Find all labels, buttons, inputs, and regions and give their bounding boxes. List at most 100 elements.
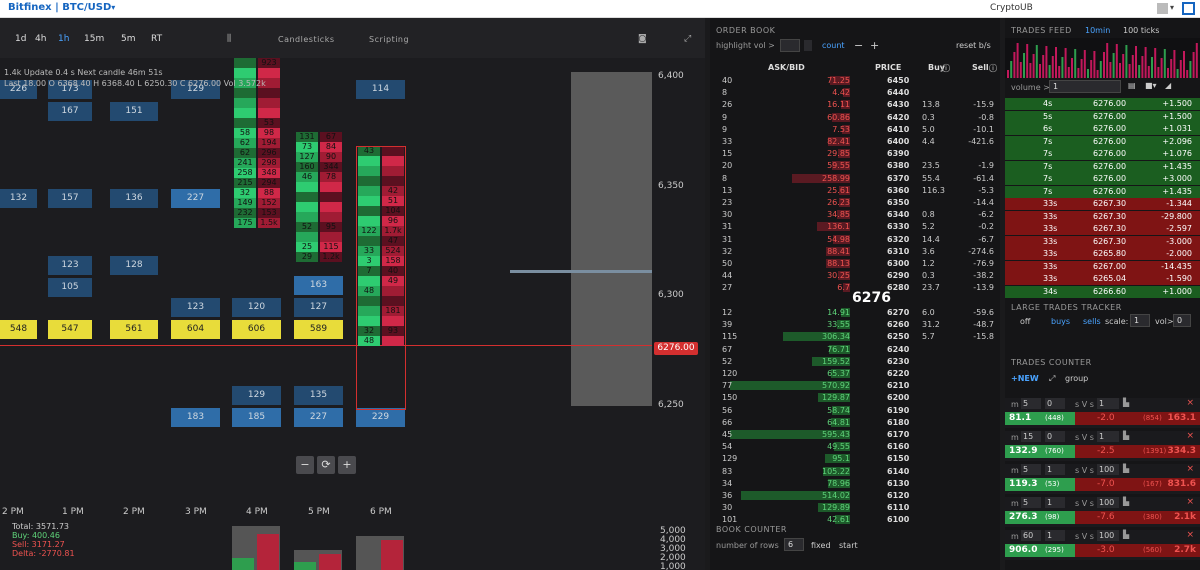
tf-15m[interactable]: 15m	[84, 34, 105, 44]
m-input[interactable]: 15	[1021, 431, 1041, 442]
order-book-row[interactable]: 83 105.22 6140	[710, 466, 1000, 477]
vol-input[interactable]: 0	[1173, 314, 1191, 327]
calculator-icon[interactable]: ▤	[1128, 81, 1136, 90]
new-counter-button[interactable]: +NEW	[1011, 374, 1039, 383]
trade-row[interactable]: 33s 6267.00 -14.435	[1005, 260, 1200, 273]
scale-input[interactable]: 1	[1130, 314, 1150, 327]
reset-zoom-button[interactable]: ⟳	[317, 456, 335, 474]
order-book-row[interactable]: 8 4.42 6440	[710, 87, 1000, 98]
off-toggle[interactable]: off	[1020, 317, 1031, 326]
order-book-row[interactable]: 32 88.41 6310 3.6 -274.6	[710, 246, 1000, 257]
expand-icon[interactable]: ⤢	[1049, 374, 1056, 383]
order-book-row[interactable]: 115 306.34 6250 5.7 -15.8	[710, 331, 1000, 342]
tf-1d[interactable]: 1d	[15, 34, 27, 44]
order-book-row[interactable]: 67 76.71 6240	[710, 344, 1000, 355]
close-icon[interactable]: ×	[1186, 398, 1194, 408]
trade-row[interactable]: 33s 6267.30 -3.000	[1005, 235, 1200, 248]
trade-row[interactable]: 33s 6265.04 -1.590	[1005, 273, 1200, 285]
sells-toggle[interactable]: sells	[1083, 317, 1101, 326]
tab-10min[interactable]: 10min	[1085, 26, 1111, 35]
close-icon[interactable]: ×	[1186, 431, 1194, 441]
order-book-row[interactable]: 150 129.87 6200	[710, 392, 1000, 403]
candlesticks-button[interactable]: Candlesticks	[278, 35, 335, 44]
order-book-row[interactable]: 23 26.23 6350 -14.4	[710, 197, 1000, 208]
m-input[interactable]: 5	[1021, 497, 1041, 508]
chart-plot[interactable]: 226 173 129 114 167 151 132 157 136 227 …	[0, 58, 652, 504]
order-book-row[interactable]: 34 78.96 6130	[710, 478, 1000, 489]
order-book-row[interactable]: 12 14.91 6270 6.0 -59.6	[710, 307, 1000, 318]
chart-icon[interactable]: ▙	[1123, 431, 1130, 440]
s-input[interactable]: 100	[1097, 464, 1119, 475]
trade-row[interactable]: 7s 6276.00 +1.435	[1005, 185, 1200, 198]
color-picker[interactable]: ■▾	[1145, 81, 1157, 90]
m-input[interactable]: 60	[1021, 530, 1041, 541]
s-input[interactable]: 1	[1097, 398, 1119, 409]
minus-button[interactable]: −	[854, 39, 864, 52]
s-input[interactable]: 100	[1097, 530, 1119, 541]
order-book-row[interactable]: 36 514.02 6120	[710, 490, 1000, 501]
close-icon[interactable]: ×	[1186, 464, 1194, 474]
reset-bs-button[interactable]: reset b/s	[956, 41, 991, 50]
trades-counter-card[interactable]: m 15 0 s V s 1 ▙ × 132.9 (760) -2.5 (1391) 334.3	[1005, 431, 1200, 461]
tab-100-ticks[interactable]: 100 ticks	[1123, 26, 1160, 35]
tf-5m[interactable]: 5m	[121, 34, 136, 44]
expand-icon[interactable]: ⤢	[684, 34, 692, 44]
order-book-row[interactable]: 30 34.85 6340 0.8 -6.2	[710, 209, 1000, 220]
tf-rt[interactable]: RT	[151, 34, 163, 44]
order-book-row[interactable]: 77 570.92 6210	[710, 380, 1000, 391]
order-book-row[interactable]: 26 16.11 6430 13.8 -15.9	[710, 99, 1000, 110]
scripting-button[interactable]: Scripting	[369, 35, 410, 44]
buys-toggle[interactable]: buys	[1051, 317, 1071, 326]
candle-type-icon[interactable]: ⫼	[227, 34, 232, 44]
s-input[interactable]: 1	[1097, 431, 1119, 442]
camera-icon[interactable]: ◙	[638, 34, 647, 44]
order-book-row[interactable]: 39 33.55 6260 31.2 -48.7	[710, 319, 1000, 330]
trade-row[interactable]: 5s 6276.00 +1.500	[1005, 110, 1200, 123]
order-book-row[interactable]: 40 71.25 6450	[710, 75, 1000, 86]
chart-icon[interactable]: ▙	[1123, 464, 1130, 473]
trade-row[interactable]: 34s 6266.60 +1.000	[1005, 285, 1200, 298]
order-book-row[interactable]: 20 59.55 6380 23.5 -1.9	[710, 160, 1000, 171]
order-book-row[interactable]: 27 6.7 6280 23.7 -13.9	[710, 282, 1000, 293]
order-book-row[interactable]: 33 82.41 6400 4.4 -421.6	[710, 136, 1000, 147]
order-book-row[interactable]: 120 65.37 6220	[710, 368, 1000, 379]
chart-icon[interactable]: ▙	[1123, 398, 1130, 407]
order-book-row[interactable]: 9 7.53 6410 5.0 -10.1	[710, 124, 1000, 135]
start-button[interactable]: start	[839, 541, 858, 550]
n-input[interactable]: 1	[1045, 497, 1065, 508]
trade-row[interactable]: 33s 6267.30 -1.344	[1005, 198, 1200, 210]
fixed-button[interactable]: fixed	[811, 541, 831, 550]
order-book-row[interactable]: 15 29.85 6390	[710, 148, 1000, 159]
trade-row[interactable]: 7s 6276.00 +3.000	[1005, 173, 1200, 185]
order-book-row[interactable]: 30 129.89 6110	[710, 502, 1000, 513]
chart-icon[interactable]: ▙	[1123, 530, 1130, 539]
count-toggle[interactable]: count	[822, 41, 845, 50]
order-book-row[interactable]: 66 64.81 6180	[710, 417, 1000, 428]
volume-filter-input[interactable]: 1	[1049, 80, 1121, 93]
trade-row[interactable]: 7s 6276.00 +2.096	[1005, 135, 1200, 148]
zoom-out-button[interactable]: −	[296, 456, 314, 474]
trade-row[interactable]: 4s 6276.00 +1.500	[1005, 98, 1200, 110]
n-input[interactable]: 0	[1045, 398, 1065, 409]
color-picker[interactable]	[804, 40, 812, 51]
order-book-row[interactable]: 31 136.1 6330 5.2 -0.2	[710, 221, 1000, 232]
trade-row[interactable]: 33s 6267.30 -2.597	[1005, 223, 1200, 235]
order-book-row[interactable]: 45 595.43 6170	[710, 429, 1000, 440]
n-input[interactable]: 1	[1045, 530, 1065, 541]
tf-1h[interactable]: 1h	[58, 34, 70, 44]
m-input[interactable]: 5	[1021, 464, 1041, 475]
order-book-row[interactable]: 52 159.52 6230	[710, 356, 1000, 367]
order-book-row[interactable]: 54 49.55 6160	[710, 441, 1000, 452]
rows-input[interactable]: 6	[784, 538, 804, 551]
chart-icon[interactable]: ▙	[1123, 497, 1130, 506]
plus-button[interactable]: +	[870, 39, 880, 52]
n-input[interactable]: 0	[1045, 431, 1065, 442]
order-book-row[interactable]: 13 25.61 6360 116.3 -5.3	[710, 185, 1000, 196]
exchange-selector[interactable]: Bitfinex | BTC/USD▾	[8, 2, 116, 13]
trade-row[interactable]: 33s 6267.30 -29.800	[1005, 210, 1200, 223]
order-book-row[interactable]: 9 60.86 6420 0.3 -0.8	[710, 112, 1000, 123]
order-book-row[interactable]: 56 58.74 6190	[710, 405, 1000, 416]
